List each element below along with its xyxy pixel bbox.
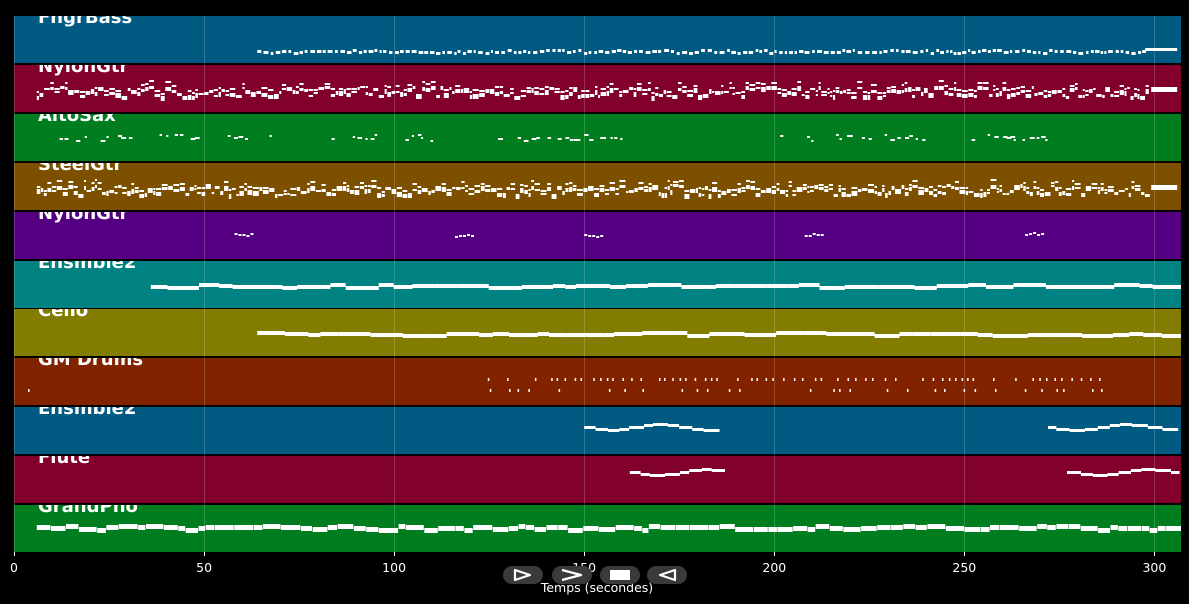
track-notes bbox=[36, 178, 1178, 199]
tick-mark bbox=[774, 552, 776, 556]
track-row: Flute bbox=[14, 456, 1181, 504]
track-label: GrandPno bbox=[38, 505, 138, 517]
tick-mark bbox=[964, 552, 966, 556]
track-label: NylonGtr bbox=[38, 64, 129, 77]
play-button[interactable] bbox=[503, 566, 543, 584]
rewind-icon bbox=[658, 568, 677, 582]
track-notes bbox=[584, 423, 1179, 433]
track-row: Ensmble2 bbox=[14, 407, 1181, 455]
track-notes bbox=[629, 468, 1180, 478]
tick-mark bbox=[584, 552, 586, 556]
track-notes bbox=[59, 133, 1048, 142]
tick-label: 250 bbox=[952, 560, 977, 575]
track-label: GM Drums bbox=[38, 358, 144, 371]
track-label: AltoSax bbox=[38, 113, 116, 126]
track-row: Cello bbox=[14, 309, 1181, 357]
track-row: NylonGtr bbox=[14, 211, 1181, 259]
track-notes bbox=[36, 79, 1178, 101]
track-label: Flute bbox=[38, 456, 91, 469]
rewind-button[interactable] bbox=[647, 566, 687, 584]
track-row: FngrBass bbox=[14, 16, 1181, 63]
track-row: NylonGtr bbox=[14, 64, 1181, 112]
play-icon bbox=[513, 568, 532, 582]
track-label: NylonGtr bbox=[38, 211, 129, 224]
track-label: FngrBass bbox=[38, 16, 133, 28]
track-row: SteelGtr bbox=[14, 162, 1181, 210]
track-label: Ensmble2 bbox=[38, 260, 137, 273]
tick-label: 300 bbox=[1142, 560, 1167, 575]
track-row: GrandPno bbox=[14, 505, 1181, 552]
tick-label: 50 bbox=[196, 560, 213, 575]
track-notes bbox=[36, 524, 1181, 533]
tick-mark bbox=[14, 552, 15, 556]
track-label: SteelGtr bbox=[38, 162, 123, 175]
tick-mark bbox=[1154, 552, 1156, 556]
stop-icon bbox=[610, 570, 630, 580]
track-notes bbox=[150, 282, 1181, 290]
track-notes bbox=[28, 378, 1103, 393]
tick-mark bbox=[394, 552, 396, 556]
forward-button[interactable] bbox=[552, 566, 592, 584]
forward-icon bbox=[561, 568, 583, 582]
track-notes bbox=[257, 48, 1178, 55]
track-row: Ensmble2 bbox=[14, 260, 1181, 308]
track-notes bbox=[234, 231, 1045, 238]
track-label: Cello bbox=[38, 309, 89, 322]
tick-mark bbox=[204, 552, 206, 556]
tick-label: 0 bbox=[10, 560, 18, 575]
tick-label: 100 bbox=[382, 560, 407, 575]
track-notes bbox=[257, 331, 1181, 339]
track-row: AltoSax bbox=[14, 113, 1181, 161]
stop-button[interactable] bbox=[600, 566, 640, 584]
track-row: GM Drums bbox=[14, 358, 1181, 406]
track-label: Ensmble2 bbox=[38, 407, 137, 420]
tick-label: 200 bbox=[762, 560, 787, 575]
piano-roll: FngrBass NylonGtr AltoSax SteelGtr NylonGtr E… bbox=[14, 16, 1181, 552]
